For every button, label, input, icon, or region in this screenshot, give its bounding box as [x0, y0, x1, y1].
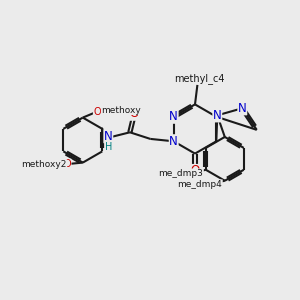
Text: N: N: [104, 130, 113, 143]
Text: methoxy2: methoxy2: [21, 160, 67, 169]
Text: N: N: [238, 102, 247, 115]
Text: N: N: [169, 110, 178, 123]
Text: N: N: [213, 109, 222, 122]
Text: O: O: [130, 107, 139, 120]
Text: me_dmp4: me_dmp4: [178, 180, 222, 189]
Text: O: O: [190, 164, 200, 178]
Text: O: O: [93, 106, 101, 117]
Text: me_dmp3: me_dmp3: [158, 169, 203, 178]
Text: H: H: [105, 142, 112, 152]
Text: methoxy: methoxy: [101, 106, 141, 115]
Text: N: N: [169, 135, 178, 148]
Text: methyl_c4: methyl_c4: [174, 73, 224, 84]
Text: O: O: [63, 159, 71, 169]
